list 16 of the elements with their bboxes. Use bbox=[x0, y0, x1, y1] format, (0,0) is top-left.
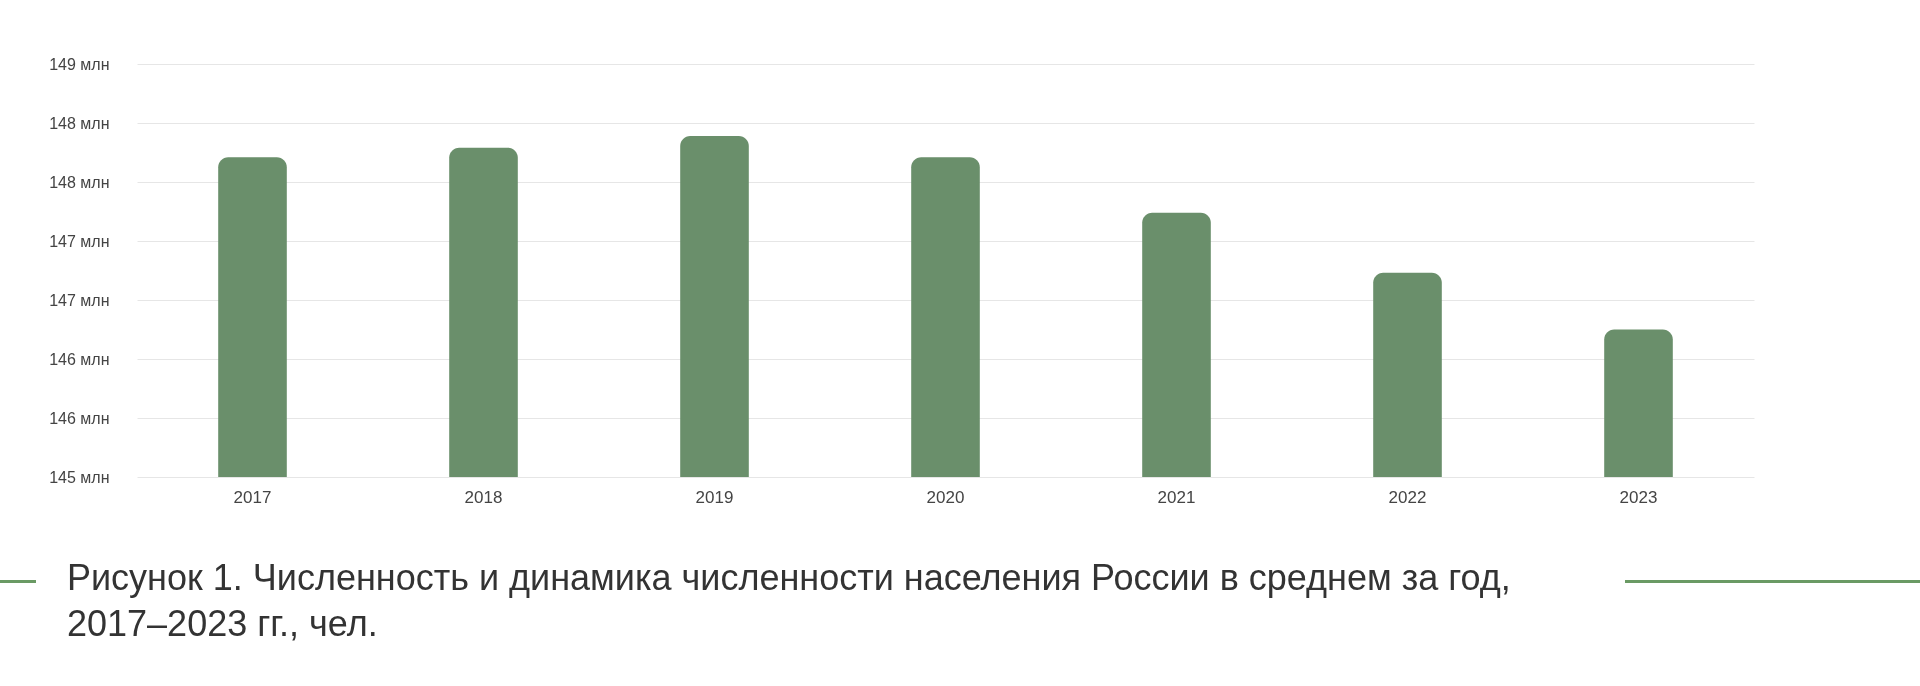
y-tick-label: 146 млн bbox=[49, 409, 110, 427]
y-tick-label: 145 млн bbox=[49, 468, 110, 486]
y-tick-label: 149 млн bbox=[49, 55, 110, 73]
x-tick-label: 2019 bbox=[695, 487, 734, 507]
x-tick-label: 2018 bbox=[464, 487, 503, 507]
x-tick-label: 2021 bbox=[1157, 487, 1196, 507]
y-tick-label: 146 млн bbox=[49, 350, 110, 368]
y-tick-label: 147 млн bbox=[49, 291, 110, 309]
x-tick-label: 2023 bbox=[1619, 487, 1658, 507]
y-tick-label: 148 млн bbox=[49, 114, 110, 132]
x-tick-label: 2017 bbox=[233, 487, 272, 507]
x-tick-label: 2022 bbox=[1388, 487, 1427, 507]
x-tick-label: 2020 bbox=[926, 487, 965, 507]
text: Рисунок 1. Численность и динамика численности населения России в среднем за год, 2017–2023 гг., чел. bbox=[67, 556, 1512, 646]
y-tick-label: 148 млн bbox=[49, 173, 110, 191]
y-tick-label: 147 млн bbox=[49, 232, 110, 250]
